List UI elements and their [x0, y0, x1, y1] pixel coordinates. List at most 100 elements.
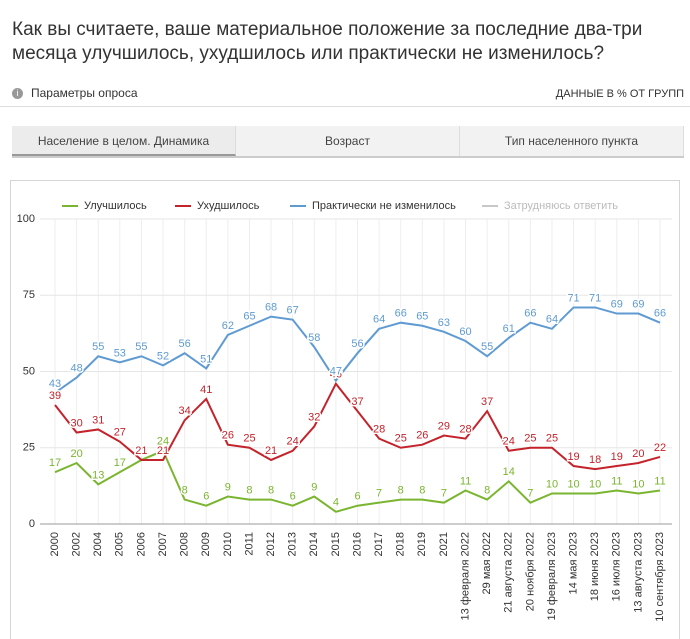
data-label: 6 — [203, 491, 209, 503]
x-tick-label: 2021 — [438, 532, 450, 556]
data-label: 24 — [503, 436, 515, 448]
data-label: 25 — [395, 433, 407, 445]
info-icon: i — [12, 87, 23, 99]
data-label: 43 — [49, 378, 61, 390]
data-label: 19 — [611, 451, 623, 463]
data-label: 8 — [398, 485, 404, 497]
data-label: 4 — [333, 497, 339, 509]
x-tick-label: 2012 — [265, 532, 277, 556]
data-label: 8 — [268, 485, 274, 497]
tab[interactable]: Возраст — [236, 126, 460, 156]
data-label: 14 — [503, 466, 515, 478]
data-label: 19 — [567, 451, 579, 463]
data-label: 13 — [92, 469, 104, 481]
legend-label: Практически не изменилось — [312, 200, 456, 212]
data-label: 26 — [416, 430, 428, 442]
data-label: 62 — [222, 320, 234, 332]
x-tick-label: 2019 — [416, 532, 428, 556]
legend-label: Ухудшилось — [197, 200, 260, 212]
data-label: 66 — [524, 308, 536, 320]
data-label: 71 — [589, 292, 601, 304]
x-tick-label: 2010 — [222, 532, 234, 556]
tab[interactable]: Население в целом. Динамика — [12, 126, 236, 156]
data-label: 71 — [567, 292, 579, 304]
x-tick-label: 19 февраля 2023 — [546, 532, 558, 620]
x-tick-label: 13 августа 2023 — [632, 532, 644, 613]
data-label: 8 — [419, 485, 425, 497]
data-label: 55 — [481, 341, 493, 353]
y-tick-label: 75 — [23, 289, 35, 301]
data-label: 60 — [459, 326, 471, 338]
x-tick-label: 10 сентября 2023 — [654, 532, 666, 622]
data-label: 25 — [524, 433, 536, 445]
x-tick-label: 21 августа 2022 — [503, 532, 515, 613]
data-label: 6 — [354, 491, 360, 503]
data-label: 58 — [308, 332, 320, 344]
data-label: 9 — [225, 481, 231, 493]
data-label: 51 — [200, 353, 212, 365]
data-label: 21 — [157, 445, 169, 457]
data-label: 52 — [157, 350, 169, 362]
data-label: 20 — [632, 448, 644, 460]
y-tick-label: 0 — [29, 518, 35, 530]
x-tick-label: 13 февраля 2022 — [459, 532, 471, 620]
data-label: 29 — [438, 420, 450, 432]
question: Как вы считаете, ваше материальное полож… — [12, 19, 643, 64]
data-label: 26 — [222, 430, 234, 442]
x-tick-label: 2008 — [179, 532, 191, 556]
data-label: 37 — [481, 396, 493, 408]
data-label: 17 — [114, 457, 126, 469]
legend-label: Затрудняюсь ответить — [504, 200, 618, 212]
data-label: 47 — [330, 366, 342, 378]
data-label: 68 — [265, 302, 277, 314]
data-label: 48 — [70, 363, 82, 375]
x-tick-label: 2013 — [287, 532, 299, 556]
data-label: 30 — [70, 417, 82, 429]
data-label: 41 — [200, 384, 212, 396]
survey-params[interactable]: i Параметры опроса — [12, 86, 138, 100]
params-label[interactable]: Параметры опроса — [31, 86, 138, 100]
legend-label: Улучшилось — [84, 200, 147, 212]
data-label: 11 — [460, 475, 471, 487]
data-label: 20 — [70, 448, 82, 460]
tab[interactable]: Тип населенного пункта — [460, 126, 684, 156]
data-label: 55 — [135, 341, 147, 353]
data-label: 28 — [373, 424, 385, 436]
x-tick-label: 2005 — [114, 532, 126, 556]
data-label: 28 — [459, 424, 471, 436]
data-label: 34 — [179, 405, 191, 417]
data-label: 64 — [546, 314, 558, 326]
data-label: 66 — [654, 308, 666, 320]
data-label: 18 — [589, 454, 601, 466]
x-tick-label: 16 июля 2023 — [611, 532, 623, 601]
data-label: 67 — [287, 305, 299, 317]
x-tick-label: 2017 — [373, 532, 385, 556]
data-label: 56 — [351, 338, 363, 350]
x-tick-label: 2006 — [135, 532, 147, 556]
x-tick-label: 2014 — [308, 532, 320, 556]
data-label: 61 — [503, 323, 515, 335]
chart-frame — [10, 180, 680, 639]
data-label: 69 — [611, 298, 623, 310]
data-label: 64 — [373, 314, 385, 326]
data-label: 7 — [527, 488, 533, 500]
data-label: 22 — [654, 442, 666, 454]
x-tick-label: 2009 — [200, 532, 212, 556]
data-label: 31 — [92, 414, 104, 426]
series-line — [54, 449, 661, 513]
x-tick-label: 2015 — [330, 532, 342, 556]
data-label: 7 — [441, 488, 447, 500]
x-tick-label: 2011 — [243, 532, 255, 556]
data-label: 65 — [243, 311, 255, 323]
data-label: 27 — [114, 427, 126, 439]
x-tick-label: 2002 — [71, 532, 83, 556]
data-label: 8 — [246, 485, 252, 497]
data-label: 9 — [311, 481, 317, 493]
data-label: 10 — [546, 478, 558, 490]
data-label: 8 — [484, 485, 490, 497]
data-label: 6 — [290, 491, 296, 503]
data-label: 66 — [395, 308, 407, 320]
tabs: Население в целом. Динамика Возраст Тип на… — [12, 126, 684, 158]
x-tick-label: 29 мая 2022 — [481, 532, 493, 594]
